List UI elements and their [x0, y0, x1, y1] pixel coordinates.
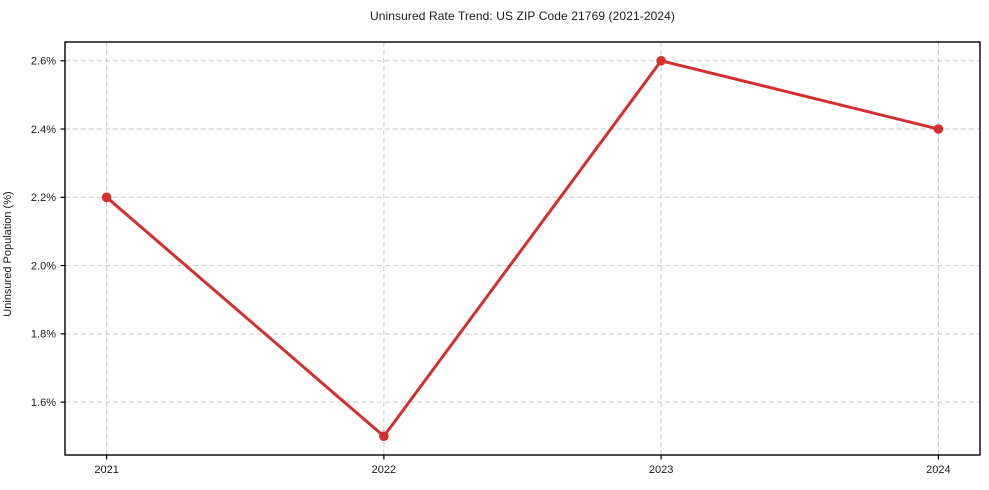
x-tick-label: 2021: [94, 464, 118, 476]
y-tick-label: 2.4%: [31, 124, 56, 136]
plot-border: [64, 41, 981, 456]
y-tick-label: 2.6%: [31, 56, 56, 68]
data-point-marker: [656, 55, 666, 66]
data-point-marker: [379, 431, 389, 442]
chart-title: Uninsured Rate Trend: US ZIP Code 21769 …: [369, 9, 676, 23]
x-tick-label: 2023: [649, 464, 673, 476]
y-tick-label: 1.6%: [31, 397, 56, 409]
x-tick-label: 2022: [372, 464, 396, 476]
data-point-marker: [101, 192, 112, 203]
y-tick-label: 2.2%: [31, 192, 56, 204]
y-tick-label: 1.8%: [31, 329, 56, 341]
y-tick-label: 2.0%: [31, 260, 56, 272]
x-tick-label: 2024: [926, 464, 950, 476]
data-point-marker: [933, 124, 944, 134]
trend-line: [105, 59, 940, 438]
